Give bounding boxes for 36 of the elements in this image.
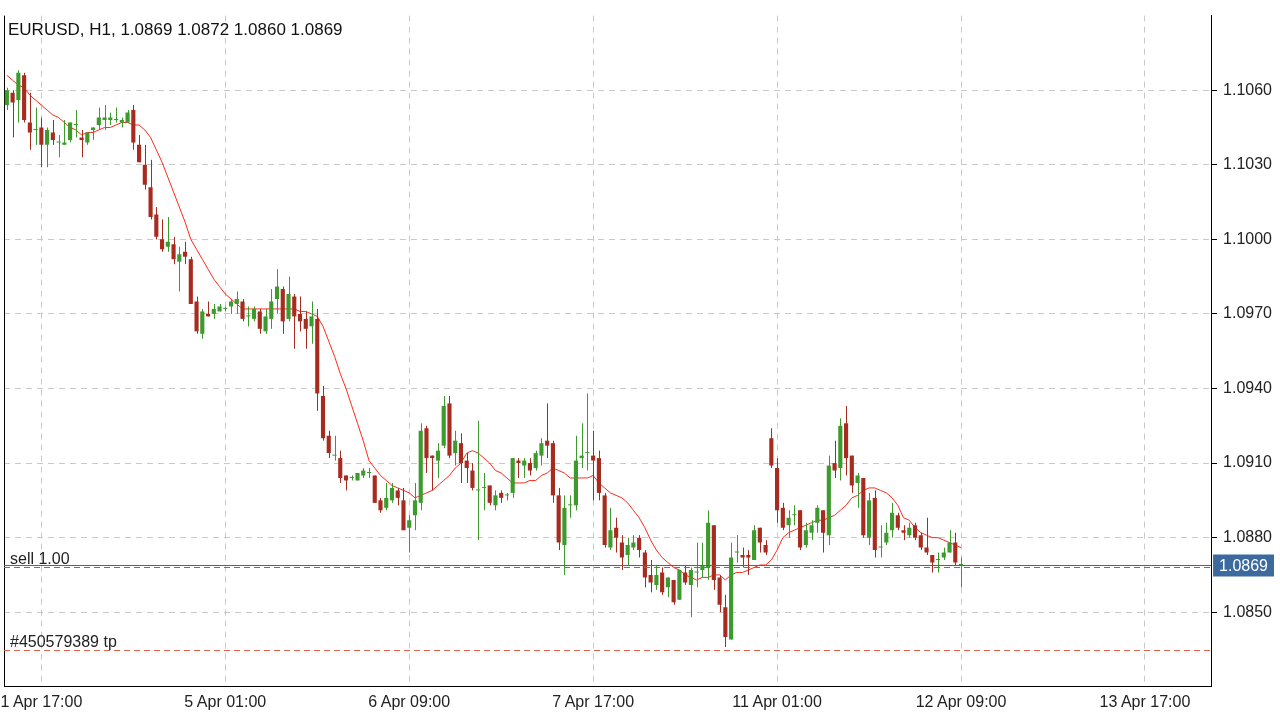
y-tick-label: 1.1060 [1223,80,1273,98]
x-tick-label: 1 Apr 17:00 [0,692,83,710]
candlestick [493,489,498,511]
candlestick [924,517,929,556]
x-tick-label: 13 Apr 17:00 [1099,692,1191,710]
ref-line-label: 1.0869 [1219,556,1269,574]
candlestick [332,435,337,462]
x-tick-label: 11 Apr 01:00 [732,692,822,710]
candlestick [62,119,67,146]
y-tick-label: 1.0910 [1223,453,1273,471]
candlestick [240,298,245,322]
y-tick-label: 1.0940 [1223,378,1273,396]
candlestick [171,236,176,265]
y-tick-label: 1.1030 [1223,155,1273,173]
y-tick-label: 1.1000 [1223,229,1273,247]
candlestick [79,129,84,158]
x-tick-label: 6 Apr 09:00 [368,692,451,710]
ref-line-label: sell 1.00 [10,549,70,567]
candlestick [447,395,452,459]
ref-line-label: #450579389 tp [10,632,117,650]
candlestick [401,487,406,531]
candlestick [470,462,475,491]
candlestick [901,524,906,541]
chart-title: EURUSD, H1, 1.0869 1.0872 1.0860 1.0869 [8,19,343,39]
candlestick [855,472,860,509]
candlestick [91,126,96,141]
candlestick [947,529,952,554]
y-tick-label: 1.0850 [1223,602,1273,620]
y-tick-label: 1.0970 [1223,304,1273,322]
candlestick [878,524,883,559]
candlestick [286,276,291,322]
x-tick-label: 5 Apr 01:00 [184,692,267,710]
x-tick-label: 12 Apr 09:00 [915,692,1007,710]
x-tick-label: 7 Apr 17:00 [552,692,635,710]
y-tick-label: 1.0880 [1223,528,1273,546]
candlestick [309,300,314,345]
